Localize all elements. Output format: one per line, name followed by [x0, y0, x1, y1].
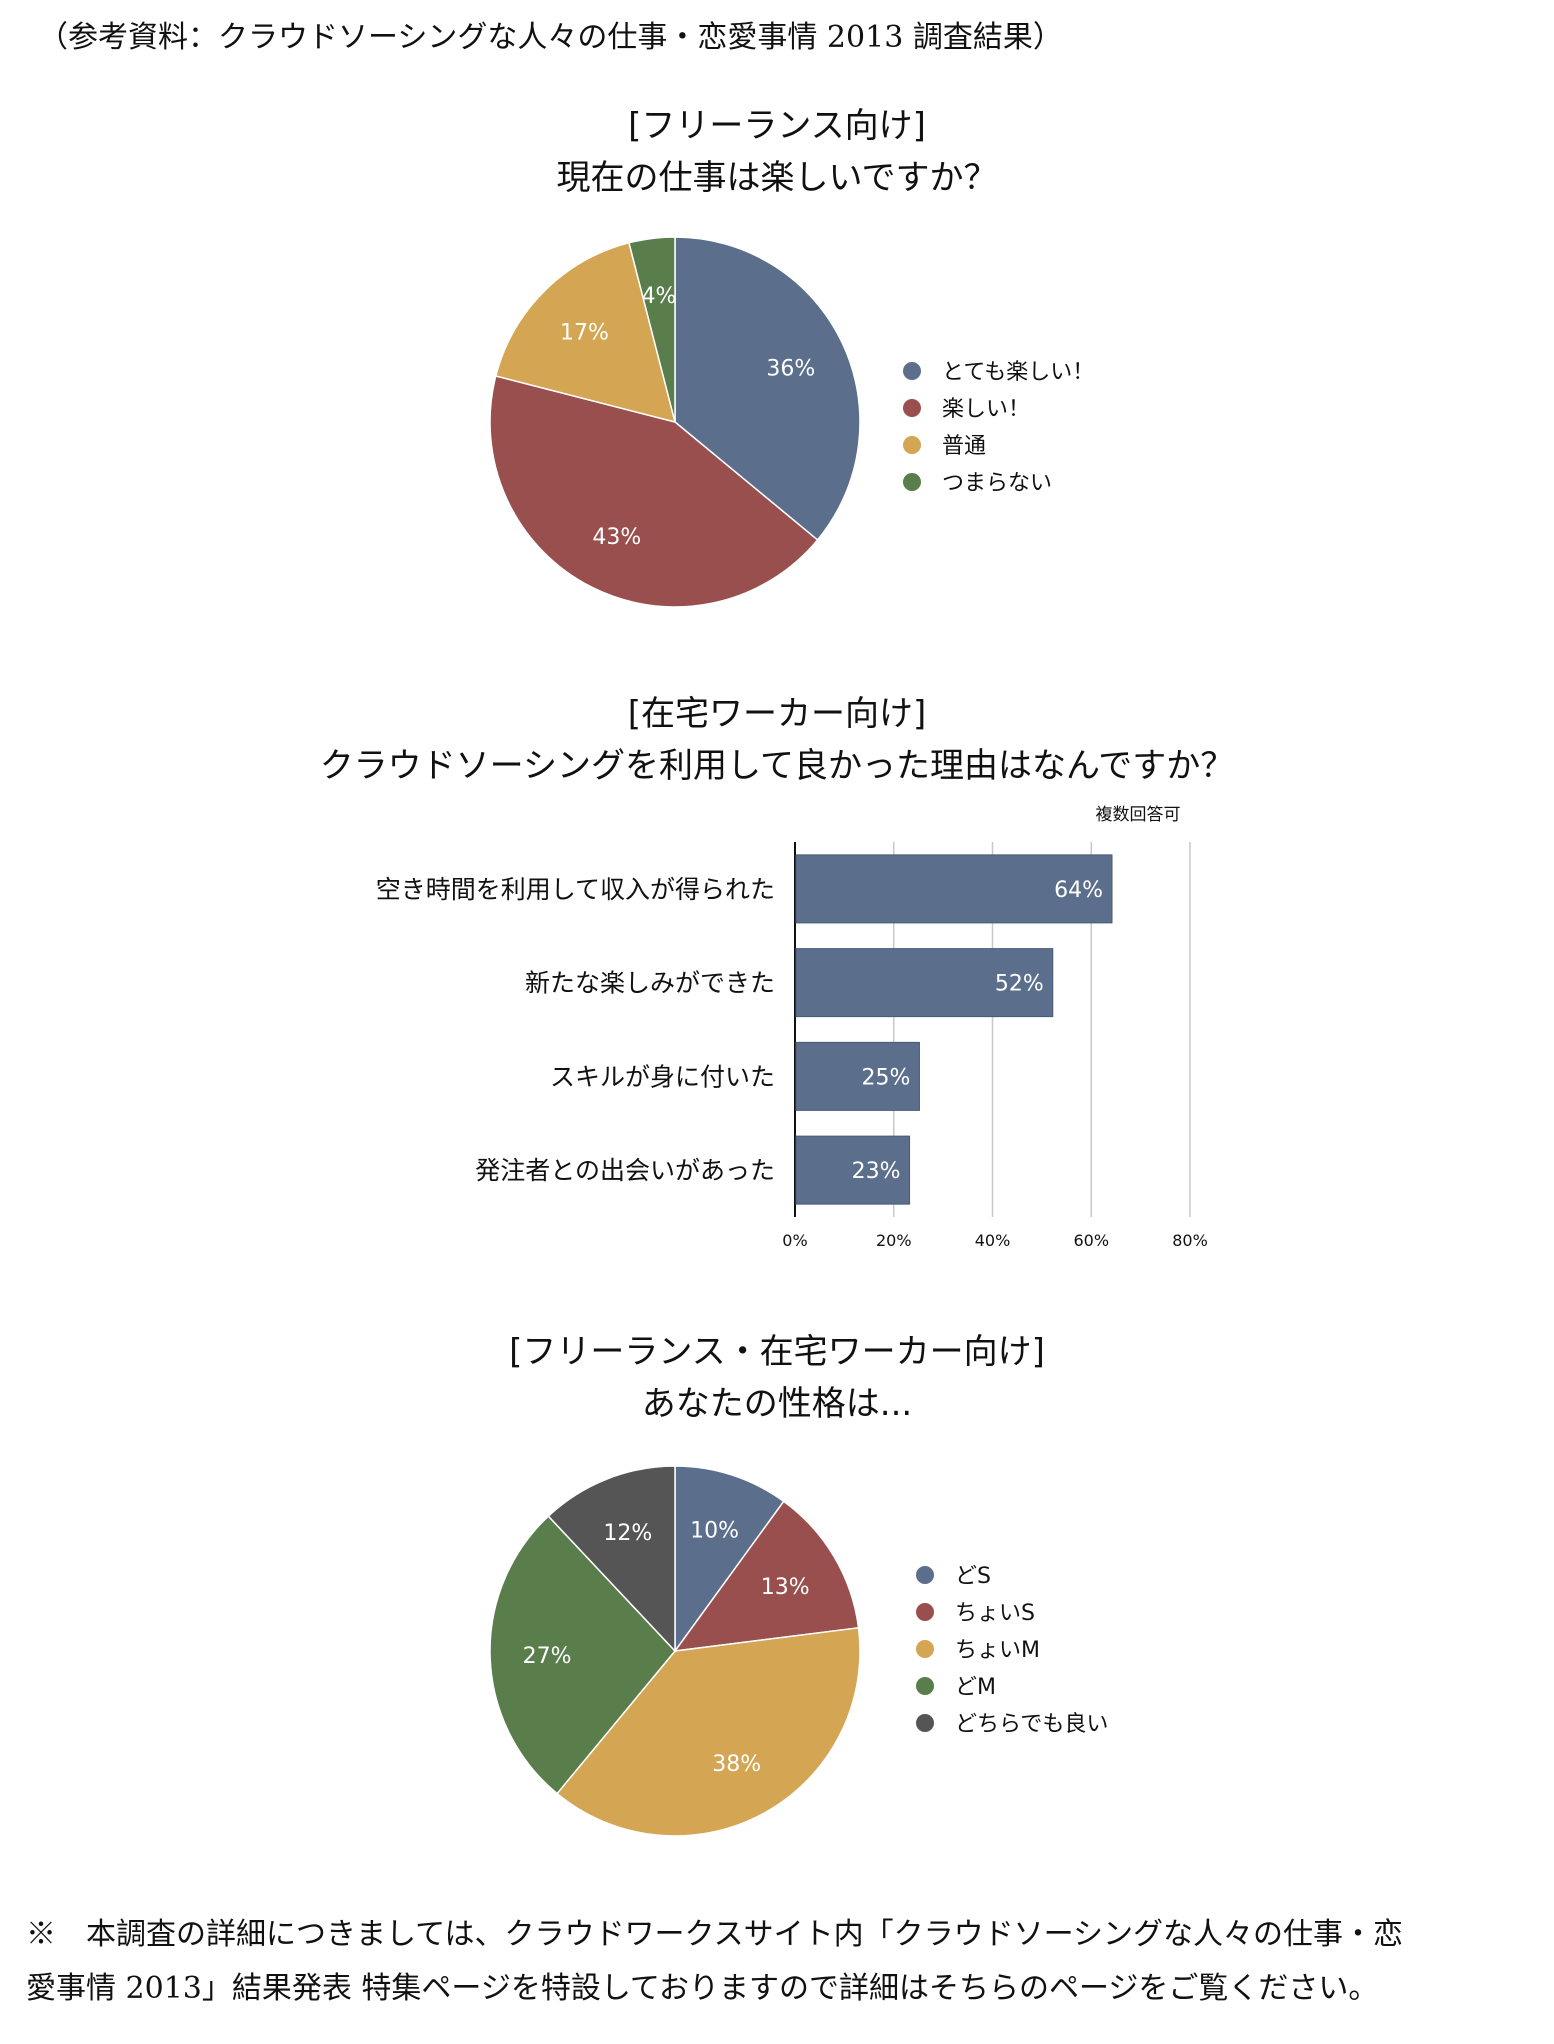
chart3-title-line1: [フリーランス・在宅ワーカー向け] — [509, 1332, 1045, 1372]
c3-legend-label-3: どM — [955, 1675, 996, 1700]
chart1-title-line2: 現在の仕事は楽しいですか？ — [556, 158, 998, 198]
c1-legend-label-3: つまらない — [942, 471, 1052, 496]
c1-legend-marker-2 — [903, 436, 921, 454]
c3-slice-label-2: 38% — [712, 1752, 761, 1777]
bar-1 — [795, 948, 1054, 1018]
footnote-line1: ※ 本調査の詳細につきましては、クラウドワークスサイト内「クラウドソーシングな人… — [26, 1917, 1403, 1952]
pie-chart-personality: 10% 13% 38% 27% 12% どS ちょいS ちょいM どM どちらでも良い — [489, 1465, 1108, 1837]
chart3-title-line2: あなたの性格は... — [641, 1384, 913, 1424]
c1-slice-label-0: 36% — [766, 357, 815, 382]
c3-legend-label-2: ちょいM — [955, 1638, 1040, 1663]
c3-legend-label-1: ちょいS — [955, 1601, 1035, 1626]
c3-slice-label-4: 12% — [603, 1521, 652, 1546]
c3-slice-0 — [674, 1465, 785, 1654]
chart2-title-line2: クラウドソーシングを利用して良かった理由はなんですか？ — [319, 746, 1235, 786]
bar-value-label-1: 52% — [995, 972, 1044, 997]
bar-3 — [795, 1135, 911, 1205]
c3-legend-marker-1 — [916, 1603, 934, 1621]
c3-slice-4 — [547, 1465, 676, 1653]
x-tick-label-4: 80% — [1172, 1231, 1208, 1250]
x-tick-label-0: 0% — [782, 1231, 807, 1250]
bar-chart-good-reasons: 複数回答可 0% 20% 40% 60% 80% 64% 空き時間を利用して収入が得られた 52… — [376, 805, 1208, 1250]
c1-slice-label-1: 43% — [592, 525, 641, 550]
c1-legend-marker-3 — [903, 473, 921, 491]
bar-value-label-0: 64% — [1054, 878, 1103, 903]
c1-slice-3 — [628, 236, 676, 423]
c3-legend-label-0: どS — [955, 1564, 991, 1589]
c3-slice-label-1: 13% — [761, 1575, 810, 1600]
c1-legend-label-2: 普通 — [942, 434, 986, 459]
chart2-title-line1: [在宅ワーカー向け] — [627, 694, 927, 734]
c3-slice-2 — [556, 1626, 861, 1837]
c3-slice-1 — [673, 1500, 860, 1652]
c1-legend-label-1: 楽しい！ — [942, 397, 1030, 422]
c1-slice-label-2: 17% — [560, 320, 609, 345]
bar-category-label-3: 発注者との出会いがあった — [475, 1156, 775, 1185]
bar-note: 複数回答可 — [1096, 805, 1181, 825]
c1-slice-1 — [489, 375, 819, 608]
x-tick-label-3: 60% — [1073, 1231, 1109, 1250]
chart1-title-line1: [フリーランス向け] — [628, 106, 926, 146]
c3-legend-marker-4 — [916, 1714, 934, 1732]
c1-legend-marker-0 — [903, 362, 921, 380]
c3-legend-marker-2 — [916, 1640, 934, 1658]
c3-slice-3 — [489, 1515, 676, 1795]
c1-legend-label-0: とても楽しい！ — [942, 360, 1094, 385]
bar-2 — [795, 1041, 920, 1111]
c1-slice-0 — [674, 236, 861, 541]
bar-category-label-1: 新たな楽しみができた — [525, 969, 775, 998]
c3-legend-label-4: どちらでも良い — [955, 1712, 1108, 1737]
bar-category-label-2: スキルが身に付いた — [550, 1062, 775, 1091]
c3-legend-marker-0 — [916, 1566, 934, 1584]
bar-0 — [795, 854, 1113, 924]
c1-slice-2 — [494, 241, 677, 424]
x-tick-label-2: 40% — [975, 1231, 1011, 1250]
c1-legend-marker-1 — [903, 399, 921, 417]
c3-slice-label-0: 10% — [690, 1518, 739, 1543]
footnote-line2: 愛事情 2013」結果発表 特集ページを特設しておりますので詳細はそちらのページ… — [26, 1971, 1379, 2006]
bar-category-label-0: 空き時間を利用して収入が得られた — [376, 875, 775, 904]
reference-title: （参考資料：クラウドソーシングな人々の仕事・恋愛事情 2013 調査結果） — [38, 20, 1063, 55]
c3-legend-marker-3 — [916, 1677, 934, 1695]
c3-slice-label-3: 27% — [523, 1644, 572, 1669]
bar-value-label-3: 23% — [852, 1159, 901, 1184]
bar-value-label-2: 25% — [862, 1065, 911, 1090]
c1-slice-label-3: 4% — [642, 284, 677, 309]
x-tick-label-1: 20% — [876, 1231, 912, 1250]
